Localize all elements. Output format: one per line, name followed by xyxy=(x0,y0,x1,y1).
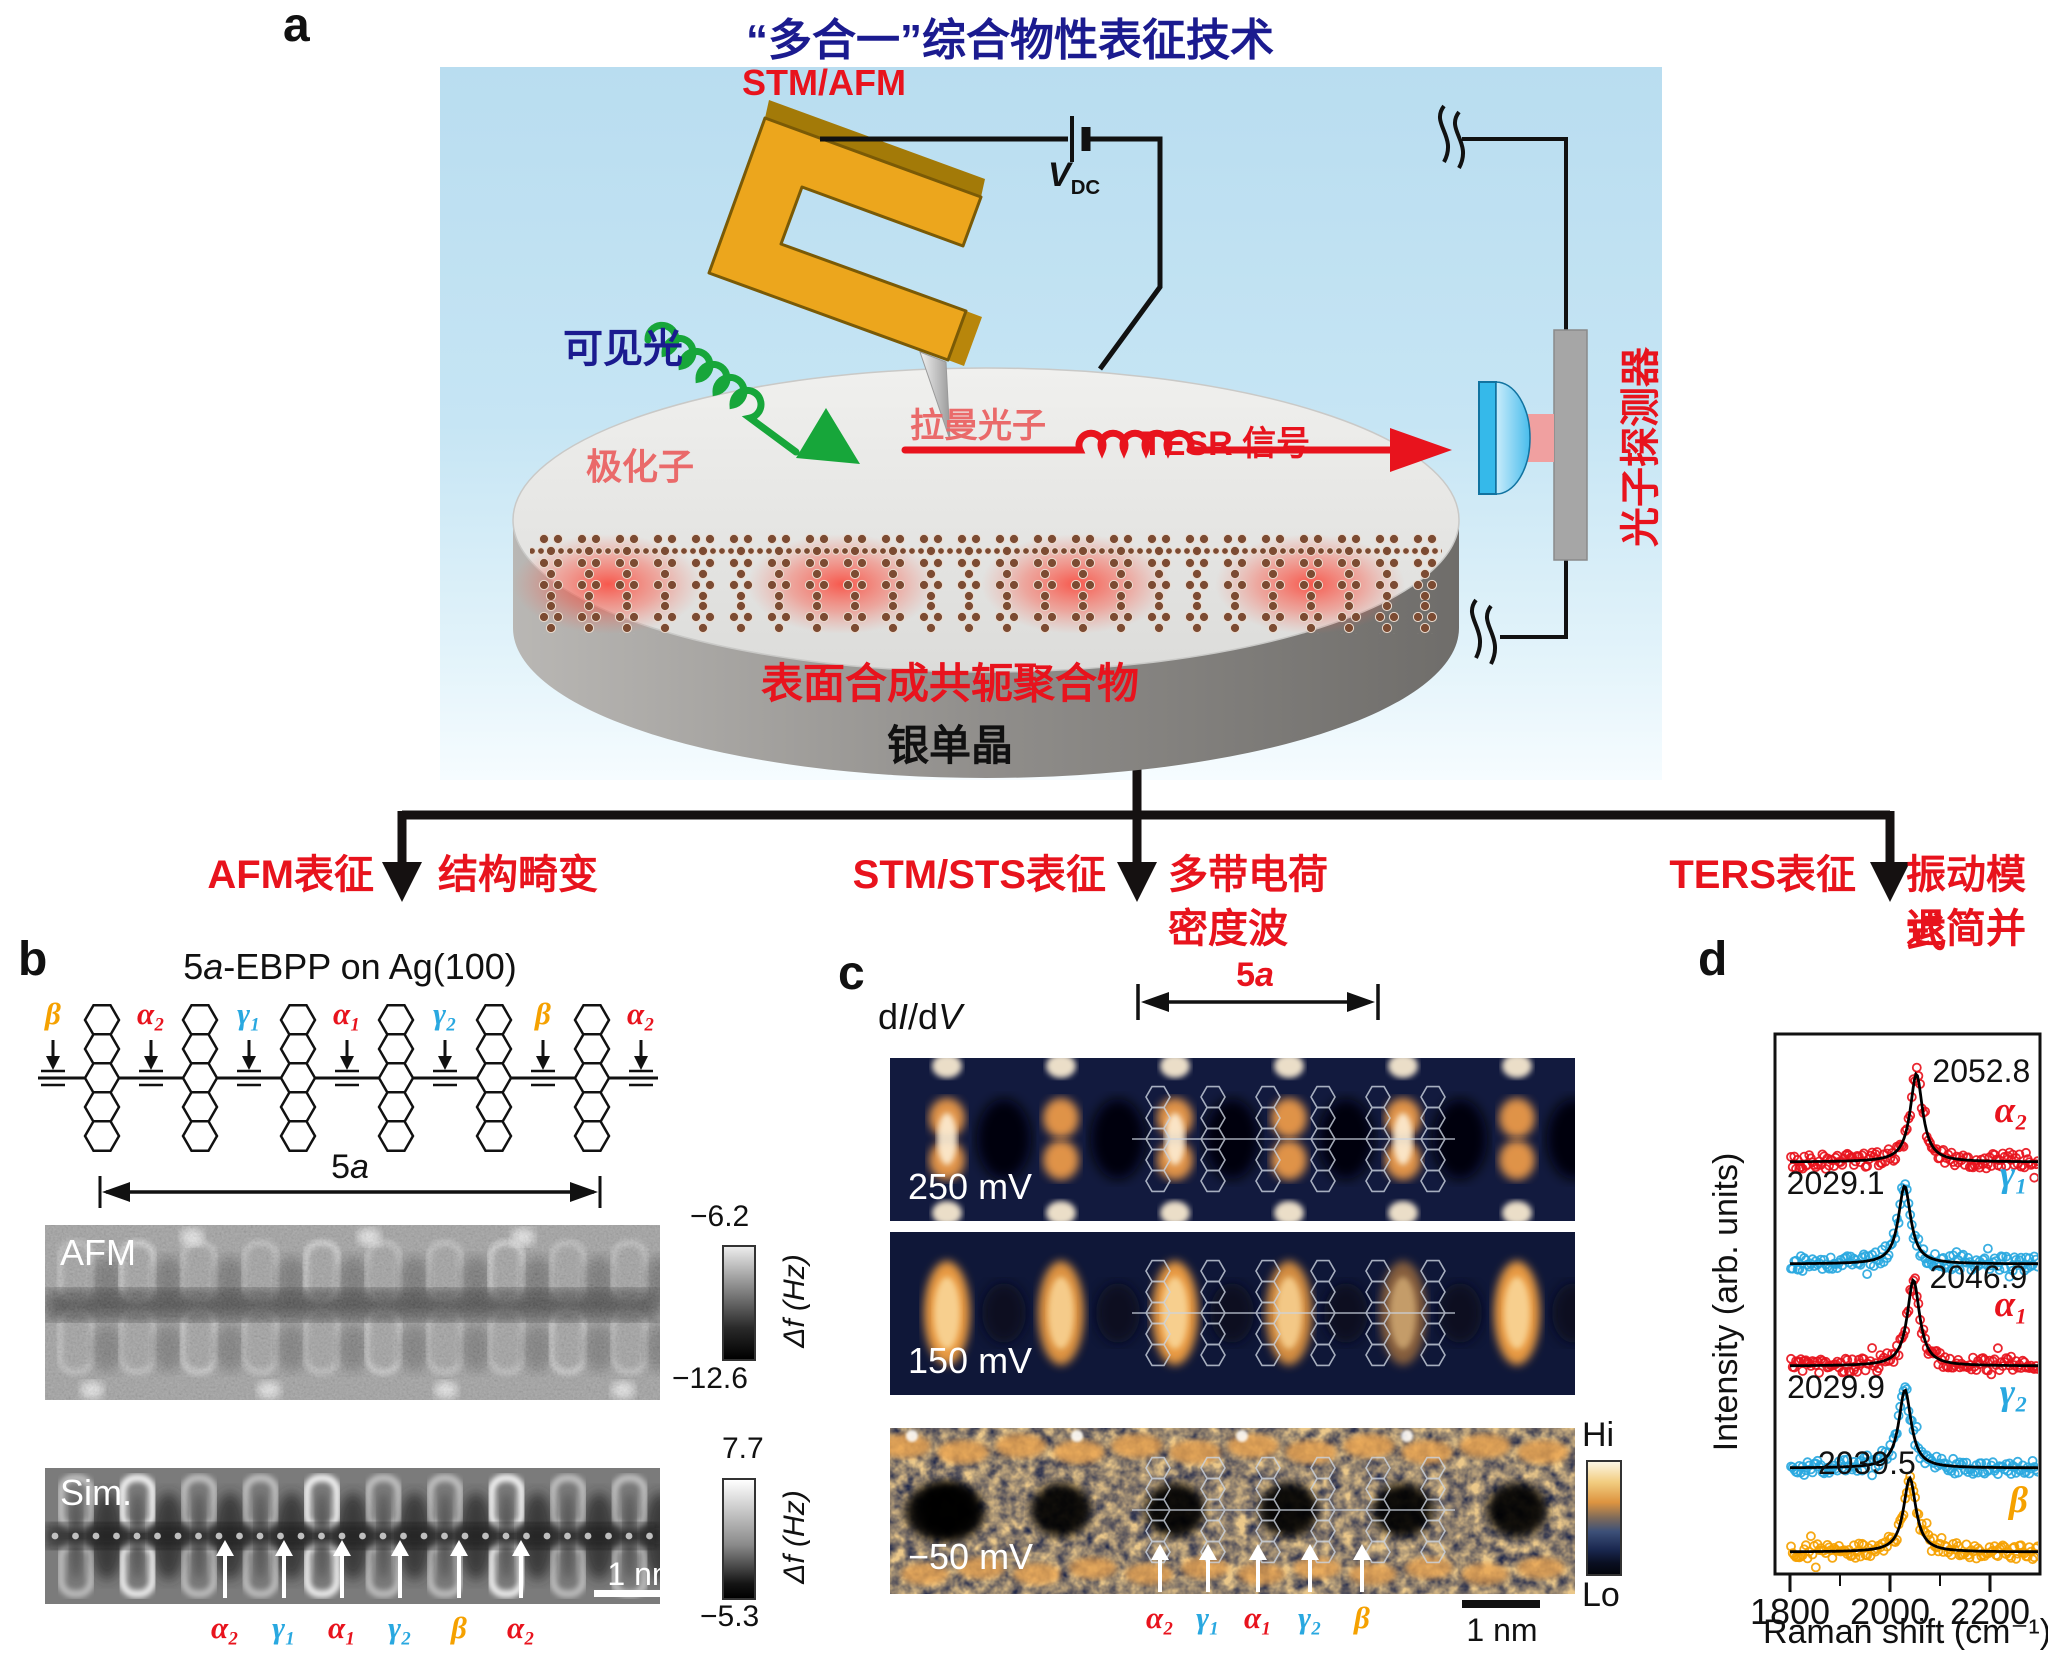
vdc-subscript: DC xyxy=(1070,176,1101,199)
panel-b-label: b xyxy=(18,933,48,986)
c-scalebar xyxy=(1462,1600,1540,1608)
sim-colorbar-min: −5.3 xyxy=(700,1600,760,1633)
sim-colorbar xyxy=(722,1478,756,1600)
sim-image xyxy=(45,1468,660,1604)
mode-label: α₁ xyxy=(1244,1600,1272,1635)
mode-label: γ₁ xyxy=(272,1610,296,1645)
flow-ters-result2: 退简并 xyxy=(1906,907,2026,951)
mode-label: γ₁ xyxy=(1196,1600,1220,1635)
svg-text:2029.1: 2029.1 xyxy=(1787,1165,1885,1201)
mode-label: α₁ xyxy=(328,1610,356,1645)
photon-detector-label: 光子探测器 xyxy=(1619,347,1663,547)
sim-colorbar-max: 7.7 xyxy=(722,1432,764,1465)
mode-label: α₂ xyxy=(1146,1600,1174,1635)
panel-a-label: a xyxy=(283,0,310,52)
mode-label: α₁ xyxy=(333,996,361,1031)
didv-i: I xyxy=(898,996,909,1037)
mode-label: γ₂ xyxy=(433,996,457,1031)
vdc-symbol: V xyxy=(1048,156,1071,194)
stm-afm-label: STM/AFM xyxy=(742,62,906,103)
flow-ters-technique: TERS表征 xyxy=(1669,853,1856,897)
afm-image-label: AFM xyxy=(60,1232,136,1273)
b-title-num: 5 xyxy=(183,946,204,987)
tesr-signal-label: TESR 信号 xyxy=(1142,425,1311,463)
svg-text:γ₁: γ₁ xyxy=(2000,1154,2028,1195)
mode-label: β xyxy=(451,1610,467,1645)
didv-label: dI/dV xyxy=(878,996,962,1038)
substrate-label: 银单晶 xyxy=(886,722,1013,769)
flow-stm-result2: 密度波 xyxy=(1168,907,1288,951)
svg-text:2029.9: 2029.9 xyxy=(1787,1369,1885,1405)
svg-text:γ₂: γ₂ xyxy=(2000,1372,2028,1413)
sim-image-label: Sim. xyxy=(60,1472,132,1513)
raman-photon-label: 拉曼光子 xyxy=(910,407,1046,445)
panel-b-title: 5a-EBPP on Ag(100) xyxy=(110,946,590,988)
b-title-italic: a xyxy=(203,946,224,987)
flow-afm-technique: AFM表征 xyxy=(207,853,374,897)
flow-stm-technique: STM/STS表征 xyxy=(852,853,1106,897)
c-5a-italic: a xyxy=(1255,956,1274,994)
c-5a-label: 5a xyxy=(1200,956,1310,995)
mode-label: α₂ xyxy=(137,996,165,1031)
svg-text:β: β xyxy=(2007,1480,2028,1521)
b-title-rest: -EBPP on Ag(100) xyxy=(223,946,517,987)
afm-colorbar-min: −12.6 xyxy=(672,1362,748,1395)
afm-colorbar xyxy=(722,1245,756,1361)
polaron-label: 极化子 xyxy=(586,446,695,487)
map3-bias-label: −50 mV xyxy=(908,1536,1034,1577)
flow-ters-result1: 振动模式 xyxy=(1906,853,2026,955)
didv-d1: d xyxy=(878,996,899,1037)
mode-label: γ₁ xyxy=(237,996,261,1031)
panel-d-label: d xyxy=(1698,933,1728,986)
svg-text:2046.9: 2046.9 xyxy=(1929,1259,2027,1295)
polymer-label: 表面合成共轭聚合物 xyxy=(760,660,1139,707)
b-5a-label: 5a xyxy=(290,1148,410,1187)
vdc-label: VDC xyxy=(1048,156,1100,200)
didv-d2: /d xyxy=(908,996,939,1037)
b-5a-num: 5 xyxy=(331,1148,350,1186)
panel-c-label: c xyxy=(838,947,865,1000)
d-ylabel: Intensity (arb. units) xyxy=(1707,1152,1745,1452)
b-5a-italic: a xyxy=(350,1148,369,1186)
c-scalebar-label: 1 nm xyxy=(1466,1612,1538,1648)
flow-afm-result: 结构畸变 xyxy=(438,853,598,897)
mode-label: α₂ xyxy=(211,1610,239,1645)
afm-colorbar-unit: Δf (Hz) xyxy=(778,1254,811,1348)
b-scalebar-label: 1 nm xyxy=(607,1556,679,1592)
mode-label: α₂ xyxy=(507,1610,535,1645)
mode-label: β xyxy=(45,996,61,1031)
mode-label: γ₂ xyxy=(388,1610,412,1645)
sim-colorbar-unit: Δf (Hz) xyxy=(778,1490,811,1584)
flow-stm-result1: 多带电荷 xyxy=(1168,853,1328,897)
c-5a-num: 5 xyxy=(1236,956,1255,994)
b-scalebar xyxy=(594,1590,682,1597)
c-colorbar-min: Lo xyxy=(1582,1576,1620,1614)
svg-text:α₂: α₂ xyxy=(1995,1090,2028,1131)
svg-text:α₁: α₁ xyxy=(1995,1284,2028,1325)
map1-bias-label: 250 mV xyxy=(908,1166,1033,1207)
afm-colorbar-max: −6.2 xyxy=(690,1200,750,1233)
c-colorbar xyxy=(1586,1460,1622,1576)
svg-text:2039.5: 2039.5 xyxy=(1818,1445,1916,1481)
mode-label: γ₂ xyxy=(1298,1600,1322,1635)
c-colorbar-max: Hi xyxy=(1582,1416,1615,1454)
figure-title: “多合一”综合物性表征技术 xyxy=(746,16,1274,65)
afm-image xyxy=(45,1225,660,1400)
map2-bias-label: 150 mV xyxy=(908,1340,1033,1381)
mode-label: β xyxy=(1354,1600,1370,1635)
mode-label: α₂ xyxy=(627,996,655,1031)
didv-v: V xyxy=(938,996,963,1037)
visible-light-label: 可见光 xyxy=(563,327,683,371)
svg-text:2052.8: 2052.8 xyxy=(1932,1053,2030,1089)
d-xlabel: Raman shift (cm⁻¹) xyxy=(1762,1613,2048,1651)
mode-label: β xyxy=(535,996,551,1031)
molecule-overlays xyxy=(1132,1085,1455,1564)
